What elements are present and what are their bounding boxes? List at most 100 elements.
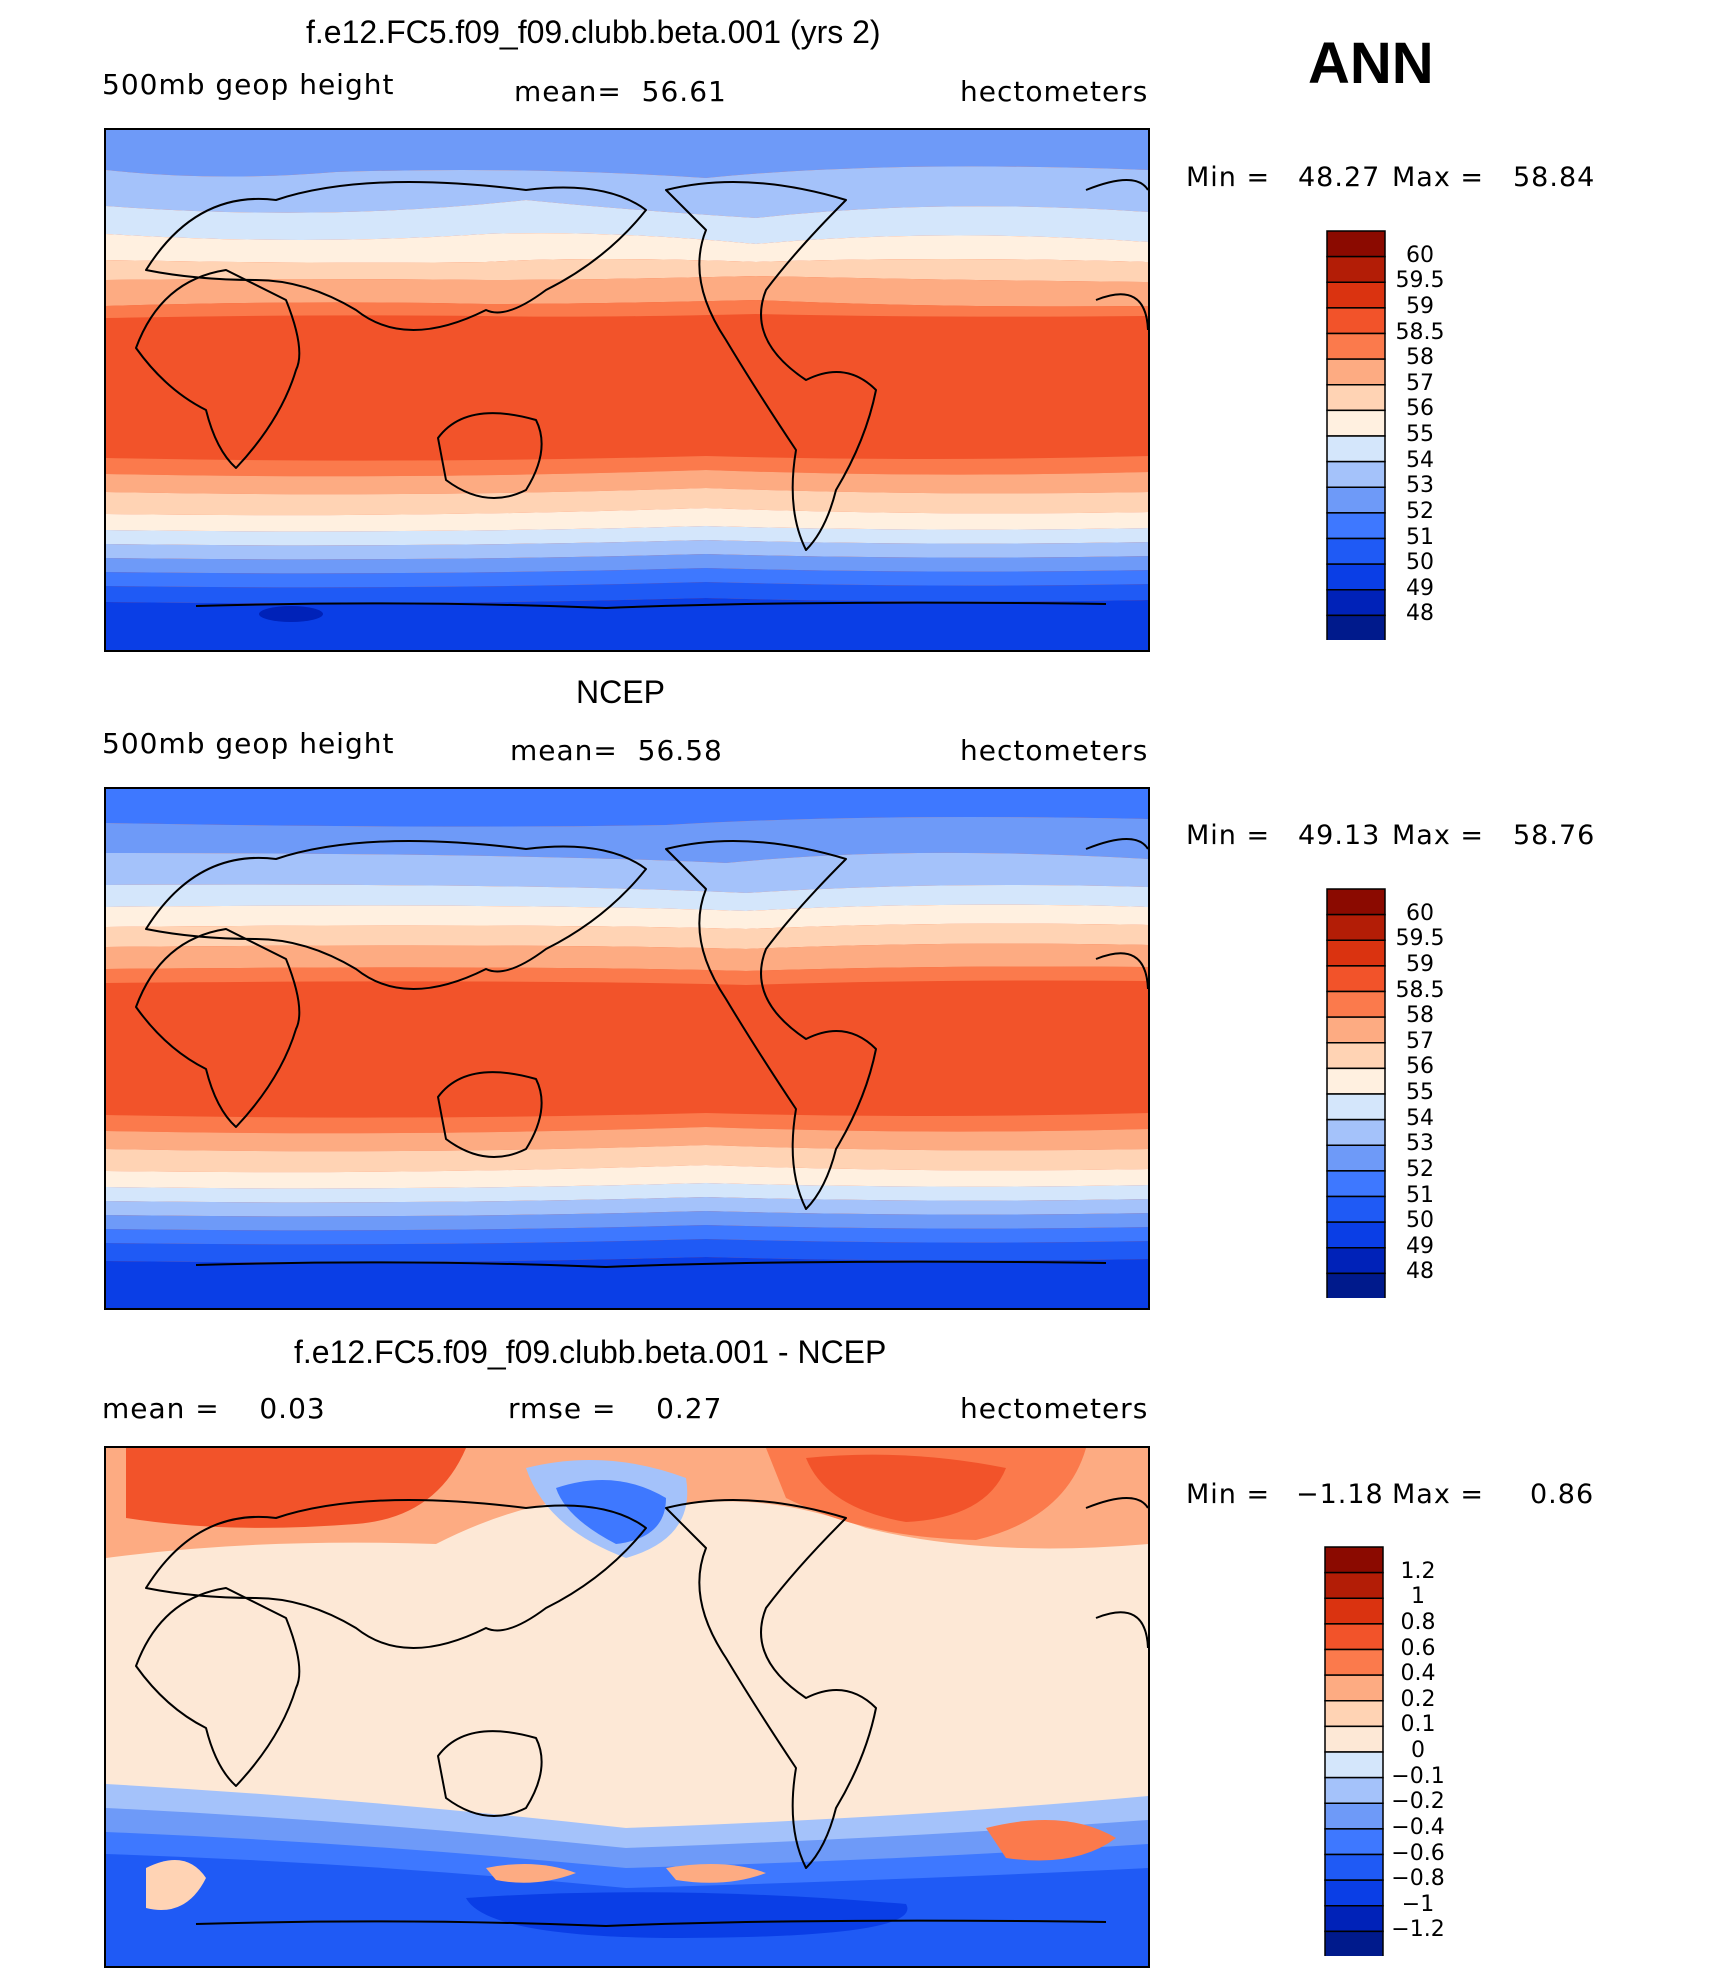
- panel1-contour-field: [106, 130, 1148, 650]
- colorbar-tick-label: 55: [1406, 422, 1434, 447]
- colorbar-tick-label: 52: [1406, 498, 1434, 524]
- colorbar-tick-label: −0.6: [1391, 1840, 1445, 1866]
- colorbar-tick-label: 58.5: [1395, 319, 1445, 345]
- colorbar-tick-label: 1.2: [1400, 1558, 1436, 1584]
- colorbar-tick-label: 60: [1406, 900, 1434, 926]
- panel1-mean-label: mean= 56.61: [514, 75, 727, 108]
- panel1-min-value: 48.27: [1298, 162, 1381, 193]
- panel2-min-value: 49.13: [1298, 820, 1381, 851]
- colorbar-swatch: [1326, 230, 1386, 258]
- colorbar-tick-label: 48: [1406, 601, 1434, 627]
- colorbar-swatches: [1326, 888, 1386, 1300]
- colorbar-swatch: [1326, 384, 1386, 412]
- colorbar-tick-label: 54: [1406, 447, 1434, 473]
- colorbar-swatch: [1324, 1700, 1384, 1728]
- colorbar-tick-label: 58: [1406, 1003, 1434, 1029]
- colorbar-tick-label: 49: [1406, 1233, 1434, 1259]
- colorbar-swatch: [1326, 1118, 1386, 1146]
- colorbar-swatch: [1326, 537, 1386, 565]
- colorbar-tick-label: 59: [1406, 293, 1434, 319]
- panel3-colorbar: 1.2 1 0.8 0.6 0.4 0.2 0.1 0 −0.1 −0.2 −0.4 −0.6 −0.8…: [1324, 1546, 1445, 1958]
- colorbar-swatch: [1326, 486, 1386, 514]
- panel2-mean-label: mean= 56.58: [510, 734, 723, 767]
- colorbar-swatch: [1324, 1853, 1384, 1881]
- colorbar-tick-label: 48: [1406, 1259, 1434, 1285]
- colorbar-tick-label: 51: [1406, 524, 1434, 550]
- panel1-units: hectometers: [960, 75, 1149, 108]
- colorbar-tick-label: 58.5: [1395, 977, 1445, 1003]
- colorbar-swatch: [1326, 1042, 1386, 1070]
- colorbar-tick-label: 59.5: [1395, 268, 1445, 294]
- colorbar-swatch: [1324, 1879, 1384, 1907]
- colorbar-tick-label: 57: [1406, 1028, 1434, 1054]
- colorbar-tick-label: −0.8: [1391, 1866, 1445, 1892]
- colorbar-tick-label: 0.1: [1400, 1712, 1436, 1738]
- colorbar-tick-label: 58: [1406, 345, 1434, 371]
- colorbar-swatch: [1326, 460, 1386, 488]
- colorbar-tick-label: 50: [1406, 550, 1434, 576]
- colorbar-swatch: [1326, 1144, 1386, 1172]
- colorbar-swatch: [1324, 1648, 1384, 1676]
- colorbar-tick-label: 49: [1406, 575, 1434, 601]
- colorbar-swatch: [1326, 939, 1386, 967]
- colorbar-tick-label: 56: [1406, 1054, 1434, 1080]
- colorbar-swatch: [1326, 1067, 1386, 1095]
- colorbar-tick-label: 0.4: [1400, 1661, 1436, 1687]
- panel3-contour-field: [106, 1448, 1148, 1966]
- colorbar-swatch: [1326, 307, 1386, 335]
- colorbar-swatch: [1324, 1546, 1384, 1574]
- panel1-max-value: 58.84: [1513, 162, 1596, 193]
- colorbar-tick-label: 59.5: [1395, 926, 1445, 952]
- colorbar-tick-label: 0: [1411, 1738, 1425, 1763]
- panel1-min-label: Min =: [1186, 162, 1271, 193]
- colorbar-swatch: [1326, 512, 1386, 540]
- colorbar-swatch: [1326, 965, 1386, 993]
- colorbar-swatch: [1324, 1597, 1384, 1625]
- colorbar-swatch: [1326, 913, 1386, 941]
- panel1-title: f.e12.FC5.f09_f09.clubb.beta.001 (yrs 2): [306, 14, 881, 50]
- colorbar-tick-label: 0.2: [1400, 1686, 1436, 1712]
- panel2-max-value: 58.76: [1513, 820, 1596, 851]
- colorbar-tick-label: 0.6: [1400, 1635, 1436, 1661]
- colorbar-tick-label: 0.8: [1400, 1609, 1436, 1635]
- colorbar-swatch: [1324, 1725, 1384, 1753]
- colorbar-swatch: [1326, 589, 1386, 617]
- colorbar-swatch: [1324, 1802, 1384, 1830]
- colorbar-swatch: [1326, 563, 1386, 591]
- panel2-max-label: Max =: [1392, 820, 1485, 851]
- colorbar-swatch: [1324, 1751, 1384, 1779]
- colorbar-tick-label: −0.2: [1391, 1789, 1445, 1815]
- colorbar-swatch: [1326, 358, 1386, 386]
- panel2-contour-field: [106, 789, 1148, 1308]
- colorbar-tick-label: 57: [1406, 370, 1434, 396]
- panel3-rmse-label: rmse = 0.27: [508, 1392, 723, 1425]
- panel2-map: [104, 787, 1150, 1310]
- colorbar-swatch: [1326, 1195, 1386, 1223]
- colorbar-swatch: [1326, 1093, 1386, 1121]
- panel3-map: [104, 1446, 1150, 1968]
- colorbar-tick-label: 51: [1406, 1182, 1434, 1208]
- season-label: ANN: [1308, 31, 1434, 96]
- panel3-mean-label: mean = 0.03: [102, 1392, 326, 1425]
- colorbar-tick-label: −0.1: [1391, 1763, 1445, 1789]
- colorbar-tick-label: 60: [1406, 242, 1434, 268]
- colorbar-tick-label: 59: [1406, 951, 1434, 977]
- colorbar-swatch: [1324, 1776, 1384, 1804]
- colorbar-swatch: [1326, 332, 1386, 360]
- colorbar-swatch: [1326, 1272, 1386, 1300]
- panel3-max-value: 0.86: [1530, 1479, 1595, 1510]
- colorbar-tick-label: 52: [1406, 1156, 1434, 1182]
- colorbar-swatch: [1326, 409, 1386, 437]
- panel2-colorbar: 60 59.5 59 58.5 58 57 56 55 54 53 52 51 50 49 48: [1326, 888, 1444, 1300]
- colorbar-swatch: [1324, 1674, 1384, 1702]
- panel3-title: f.e12.FC5.f09_f09.clubb.beta.001 - NCEP: [294, 1334, 887, 1370]
- colorbar-swatch: [1326, 888, 1386, 916]
- colorbar-swatch: [1326, 1247, 1386, 1275]
- colorbar-tick-label: −1.2: [1391, 1917, 1445, 1943]
- colorbar-tick-label: 56: [1406, 396, 1434, 422]
- colorbar-tick-label: 50: [1406, 1208, 1434, 1234]
- panel2-min-label: Min =: [1186, 820, 1271, 851]
- colorbar-swatch: [1326, 255, 1386, 283]
- colorbar-swatch: [1326, 1170, 1386, 1198]
- colorbar-swatch: [1324, 1828, 1384, 1856]
